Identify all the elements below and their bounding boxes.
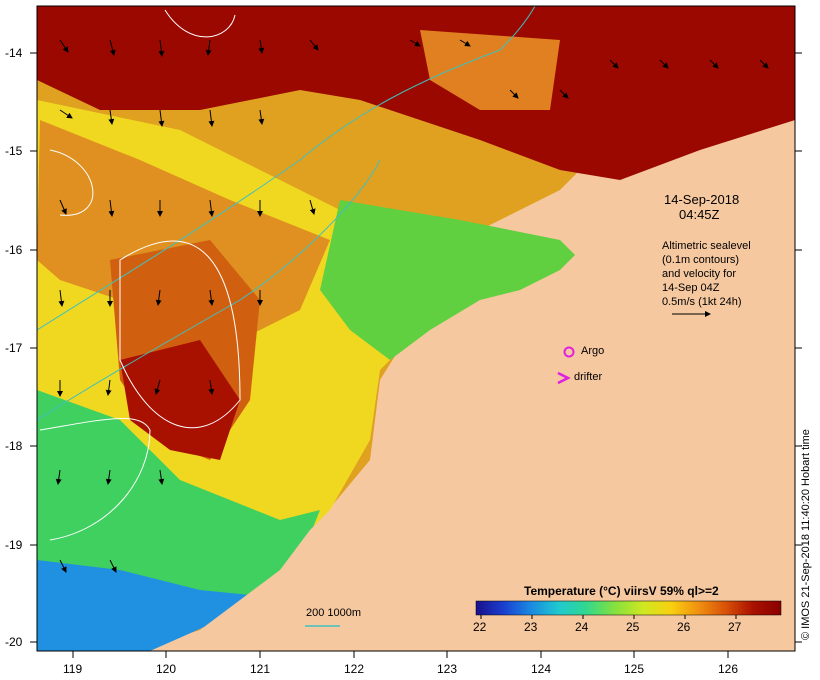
argo-legend-label: Argo (581, 345, 605, 357)
depth-key-label: 200 1000m (306, 607, 362, 619)
sealevel-contour-2 (49, 149, 94, 216)
sealevel-note-line: 14-Sep 04Z (662, 282, 720, 294)
lat-label: -16 (5, 243, 23, 257)
lon-label: 122 (344, 662, 365, 676)
depth-contour-200 (37, 6, 536, 331)
lat-label: -18 (5, 439, 23, 453)
map-border (36, 5, 796, 652)
lat-label: -17 (5, 341, 23, 355)
lon-label: 124 (531, 662, 552, 676)
lat-label: -15 (5, 144, 23, 158)
colorbar-tick-label: 24 (575, 620, 589, 634)
colorbar-title: Temperature (°C) viirsV 59% ql>=2 (524, 584, 719, 598)
coast-landmass (150, 130, 795, 651)
sealevel-contour-1 (164, 9, 236, 38)
lat-label: -20 (5, 635, 23, 649)
lat-axis (30, 52, 802, 643)
lon-label: 120 (156, 662, 177, 676)
sst-field-blue (37, 560, 250, 651)
colorbar-tick-label: 27 (728, 620, 742, 634)
sealevel-contour-4 (39, 417, 151, 541)
lon-label: 119 (63, 662, 83, 676)
colorbar-tick-label: 22 (473, 620, 487, 634)
lon-label: 121 (250, 662, 271, 676)
timestamp-time: 04:45Z (679, 207, 720, 222)
colorbar-ticks (480, 615, 737, 619)
depth-contour-1000 (37, 159, 381, 421)
sst-field-north (37, 6, 795, 180)
drifter-legend-label: drifter (574, 371, 603, 383)
lat-label: -14 (5, 46, 23, 60)
sealevel-note-line: 0.5m/s (1kt 24h) (662, 296, 742, 308)
sealevel-note-line: and velocity for (662, 268, 736, 280)
sealevel-contour-3 (119, 240, 241, 429)
map-area (37, 6, 795, 651)
argo-marker-icon (563, 346, 575, 358)
colorbar-tick-label: 26 (677, 620, 691, 634)
sst-field-green-coast (320, 200, 590, 360)
colorbar-tick-label: 25 (626, 620, 640, 634)
drifter-marker-icon (557, 371, 571, 385)
lon-axis-ticks (72, 651, 729, 658)
velocity-arrows (55, 39, 769, 573)
lon-label: 123 (437, 662, 458, 676)
sealevel-note-line: (0.1m contours) (662, 254, 740, 266)
sst-field-orange-mid (37, 120, 330, 340)
lon-label: 126 (718, 662, 739, 676)
lat-label: -19 (5, 538, 23, 552)
colorbar-strip (475, 600, 782, 616)
colorbar-tick-label: 23 (524, 620, 538, 634)
timestamp-date: 14-Sep-2018 (664, 192, 740, 207)
sealevel-note-line: Altimetric sealevel (662, 240, 751, 252)
credit-text: © IMOS 21-Sep-2018 11:40:20 Hobart time (800, 429, 812, 640)
sst-field-north-orange (420, 30, 560, 110)
lon-label: 125 (624, 662, 645, 676)
